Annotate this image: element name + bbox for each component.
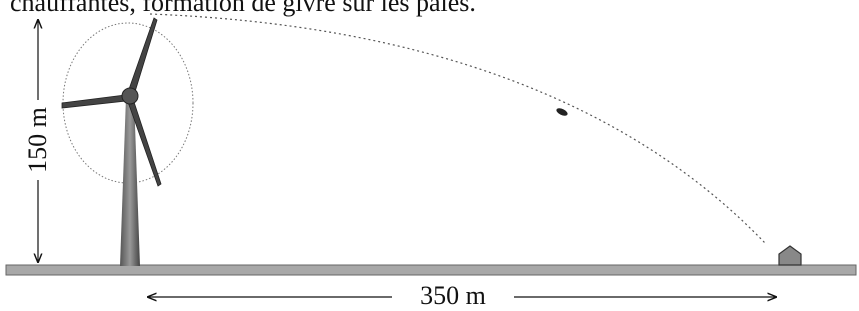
caption: chauffantes, formation de givre sur les … [10, 0, 476, 17]
diagram: chauffantes, formation de givre sur les … [0, 0, 859, 311]
distance-label: 350 m [420, 281, 486, 310]
trajectory [150, 14, 765, 243]
ground [6, 265, 856, 275]
hub [122, 88, 138, 104]
ice-fragment [555, 107, 568, 118]
height-label: 150 m [23, 107, 52, 173]
house [779, 246, 801, 265]
blades [62, 18, 161, 186]
